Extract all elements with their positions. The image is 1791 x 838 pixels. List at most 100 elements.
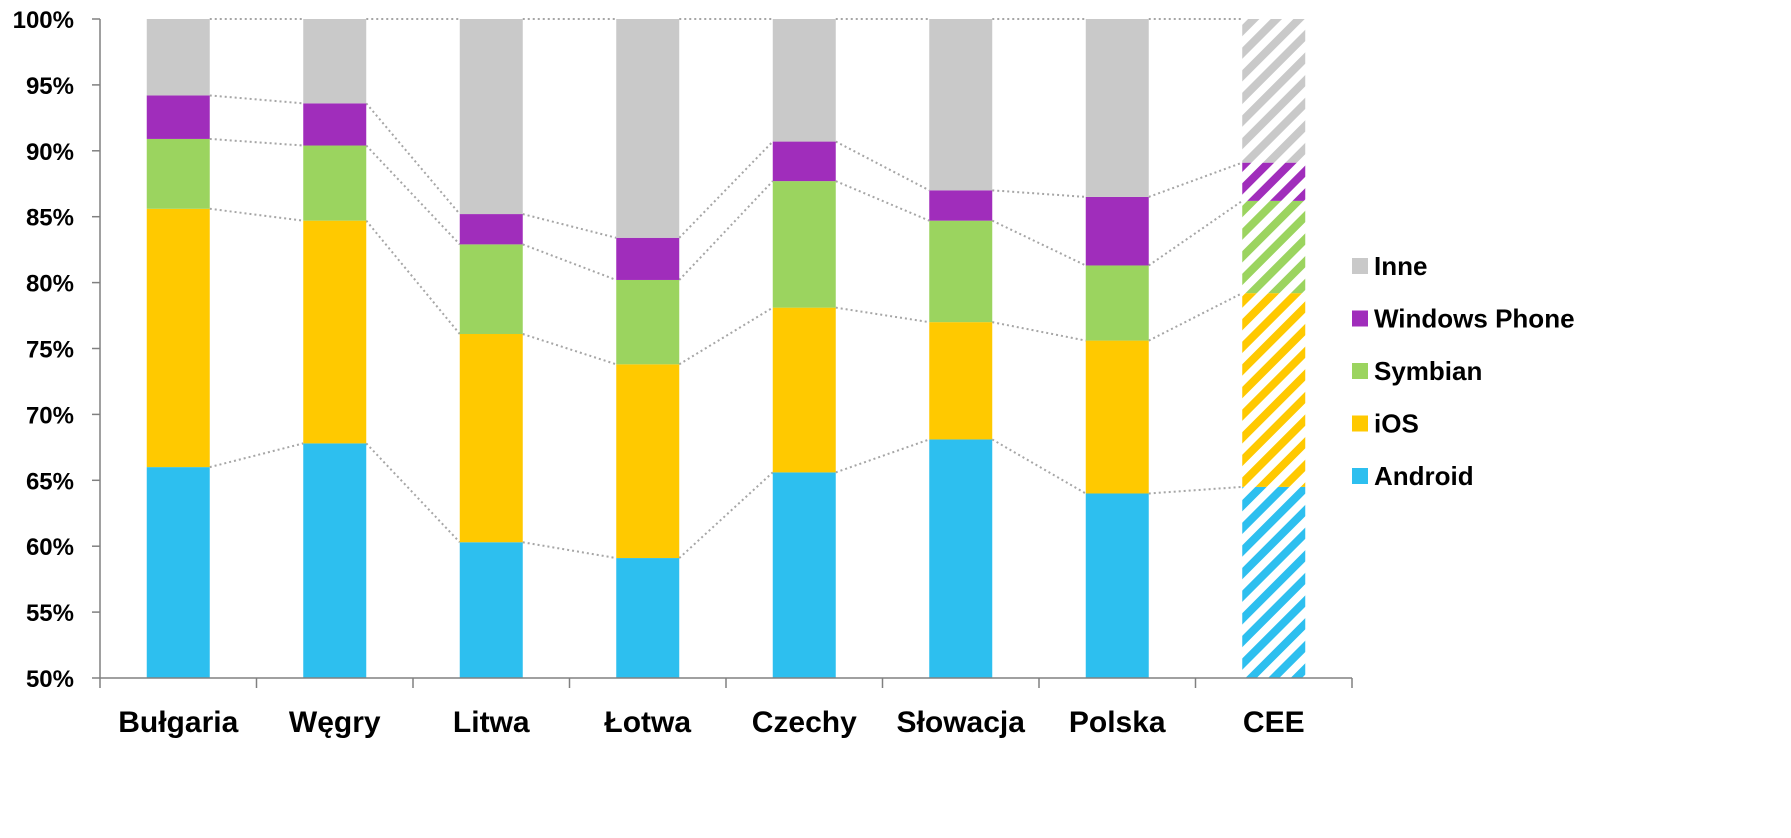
y-tick-label: 65% (26, 468, 74, 495)
bar-litwa-windows-phone (459, 214, 523, 245)
bar-litwa-ios (459, 334, 523, 543)
connector-android (522, 541, 617, 560)
connector-ios (522, 333, 617, 366)
bar-bulgaria-android (146, 467, 210, 678)
legend-swatch (1352, 415, 1368, 432)
axes (99, 19, 1352, 679)
bar-bulgaria-ios (146, 208, 210, 468)
connector-symbian (991, 219, 1087, 267)
y-tick-label: 100% (13, 7, 74, 34)
connector-symbian (1148, 200, 1243, 267)
x-label-cee: CEE (1243, 706, 1305, 739)
legend-swatch (1352, 310, 1368, 327)
y-tick-label: 75% (26, 337, 74, 364)
legend-label: iOS (1374, 409, 1419, 439)
legend-item-symbian: Symbian (1352, 356, 1482, 386)
bar-lotwa-windows-phone (616, 237, 680, 280)
bar-wegry-ios (303, 220, 367, 444)
bar-czechy-inne (772, 19, 836, 142)
bar-wegry-windows-phone (303, 103, 367, 146)
connector-android (1148, 485, 1243, 495)
bar-bulgaria-symbian (146, 138, 210, 209)
bar-cee-inne (1242, 19, 1306, 163)
connector-ios (992, 321, 1086, 342)
bar-lotwa-inne (616, 19, 680, 238)
connector-android (835, 438, 930, 474)
connector-ios (678, 306, 774, 366)
y-tick-label: 60% (26, 534, 74, 561)
bar-wegry-android (303, 443, 367, 678)
connector-symbian (522, 243, 617, 281)
bar-czechy-ios (772, 307, 836, 473)
connector-android (365, 442, 461, 543)
legend-item-ios: iOS (1352, 409, 1419, 439)
x-axis-labels: Bułgaria Węgry Litwa Łotwa Czechy Słowacja Pol… (99, 678, 1353, 739)
connector-windows-phone (992, 189, 1086, 198)
bar-polska-android (1085, 493, 1149, 678)
legend-item-inne: Inne (1352, 251, 1427, 281)
bar-wegry-inne (303, 19, 367, 104)
x-label-lotwa: Łotwa (604, 706, 691, 739)
y-tick-label: 80% (26, 271, 74, 298)
legend-label: Inne (1374, 251, 1427, 281)
y-tick-label: 90% (26, 139, 74, 166)
bar-czechy-symbian (772, 181, 836, 308)
x-label-polska: Polska (1069, 706, 1166, 739)
bar-polska-windows-phone (1085, 196, 1149, 266)
legend-item-windows-phone: Windows Phone (1352, 304, 1575, 334)
bar-czechy-windows-phone (772, 141, 836, 182)
bar-polska-ios (1085, 340, 1149, 494)
legend-swatch (1352, 363, 1368, 379)
bar-cee-ios (1242, 293, 1306, 487)
bar-cee-android (1242, 486, 1306, 678)
connector-ios (1148, 292, 1243, 342)
bar-polska-symbian (1085, 265, 1149, 341)
y-tick-label: 70% (26, 402, 74, 429)
x-label-wegry: Węgry (289, 706, 381, 739)
legend-label: Android (1374, 461, 1474, 491)
connector-windows-phone (678, 140, 774, 239)
legend: Inne Windows Phone Symbian iOS Android (1352, 251, 1575, 491)
connector-symbian (209, 137, 304, 147)
bar-bulgaria-windows-phone (146, 95, 210, 139)
legend-swatch (1352, 468, 1368, 484)
connector-windows-phone (835, 140, 930, 192)
connector-windows-phone (522, 213, 617, 239)
connector-android (209, 442, 304, 469)
x-label-czechy: Czechy (752, 706, 857, 739)
bar-slowacja-android (929, 439, 993, 678)
x-label-litwa: Litwa (453, 706, 530, 739)
bar-lotwa-android (616, 558, 680, 678)
connector-android (678, 471, 774, 559)
legend-item-android: Android (1352, 461, 1474, 491)
bar-slowacja-ios (929, 322, 993, 440)
connector-ios (209, 207, 304, 222)
connector-ios (835, 306, 930, 324)
y-tick-label: 95% (26, 73, 74, 100)
x-label-bulgaria: Bułgaria (118, 706, 238, 739)
bar-lotwa-symbian (616, 279, 680, 365)
connector-android (991, 438, 1087, 495)
legend-label: Symbian (1374, 356, 1482, 386)
bar-litwa-symbian (459, 244, 523, 335)
y-tick-label: 50% (26, 666, 74, 693)
bar-cee-windows-phone (1242, 162, 1306, 201)
connector-symbian (365, 144, 461, 246)
bar-litwa-inne (459, 19, 523, 215)
legend-label: Windows Phone (1374, 304, 1575, 334)
bar-bulgaria-inne (146, 19, 210, 96)
bar-cee-symbian (1242, 200, 1306, 294)
y-tick-label: 55% (26, 600, 74, 627)
bars (146, 19, 1306, 678)
bar-wegry-symbian (303, 145, 367, 221)
connector-symbian (835, 180, 930, 222)
connector-windows-phone (365, 102, 461, 215)
bar-polska-inne (1085, 19, 1149, 197)
connector-ios (365, 220, 461, 335)
connector-lines (209, 18, 1243, 560)
legend-swatch (1352, 258, 1368, 274)
bar-litwa-android (459, 542, 523, 678)
bar-slowacja-symbian (929, 220, 993, 323)
y-axis-ticks: 50% 55% 60% 65% 70% 75% 80% 85% 90% 95% 100% (13, 7, 100, 693)
